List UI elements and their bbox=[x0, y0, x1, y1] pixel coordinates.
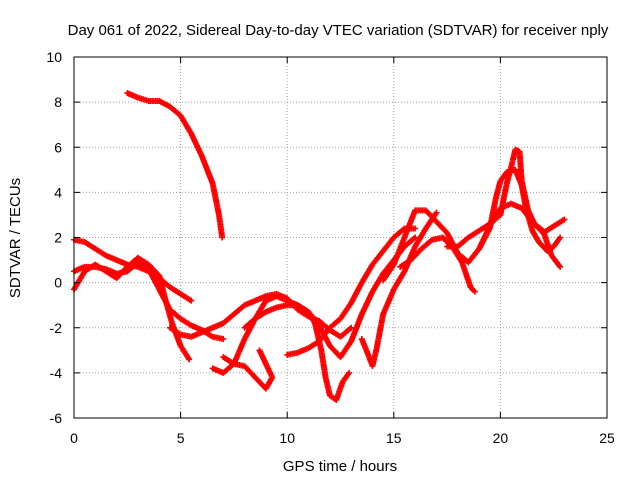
y-tick-label: 6 bbox=[54, 139, 62, 155]
data-point bbox=[471, 288, 478, 295]
series-arc-a bbox=[124, 90, 226, 241]
y-tick-label: -4 bbox=[50, 365, 63, 381]
y-tick-label: 8 bbox=[54, 94, 62, 110]
y-tick-label: 2 bbox=[54, 230, 62, 246]
x-axis-label: GPS time / hours bbox=[283, 458, 397, 475]
data-point bbox=[557, 234, 564, 241]
y-tick-label: 0 bbox=[54, 275, 62, 291]
data-point bbox=[220, 336, 227, 343]
y-axis-label: SDTVAR / TECUs bbox=[7, 178, 24, 298]
data-point bbox=[433, 209, 440, 216]
x-tick-label: 25 bbox=[599, 430, 615, 446]
data-point bbox=[561, 216, 568, 223]
series-arc-d bbox=[71, 254, 193, 363]
x-tick-label: 10 bbox=[279, 430, 295, 446]
data-point bbox=[219, 234, 226, 241]
data-point bbox=[557, 263, 564, 270]
data-points bbox=[71, 90, 568, 403]
y-tick-label: -6 bbox=[50, 410, 63, 426]
ticks: 0 5 10 15 20 25 -6 -4 -2 0 2 4 6 8 10 bbox=[46, 49, 615, 446]
chart-title: Day 061 of 2022, Sidereal Day-to-day VTE… bbox=[68, 22, 609, 39]
x-tick-label: 0 bbox=[70, 430, 78, 446]
data-point bbox=[346, 369, 353, 376]
y-tick-label: -2 bbox=[50, 320, 63, 336]
data-point bbox=[186, 356, 193, 363]
x-tick-label: 20 bbox=[493, 430, 509, 446]
series-arc-g bbox=[220, 347, 276, 392]
y-tick-label: 10 bbox=[46, 49, 62, 65]
y-tick-label: 4 bbox=[54, 184, 62, 200]
series-arc-h bbox=[241, 302, 353, 403]
x-tick-label: 5 bbox=[177, 430, 185, 446]
series-arc-n bbox=[476, 166, 564, 255]
data-point bbox=[188, 297, 195, 304]
data-point bbox=[256, 347, 263, 354]
x-tick-label: 15 bbox=[386, 430, 402, 446]
series-arc-i bbox=[284, 225, 419, 358]
data-point bbox=[348, 324, 355, 331]
data-point bbox=[412, 225, 419, 232]
